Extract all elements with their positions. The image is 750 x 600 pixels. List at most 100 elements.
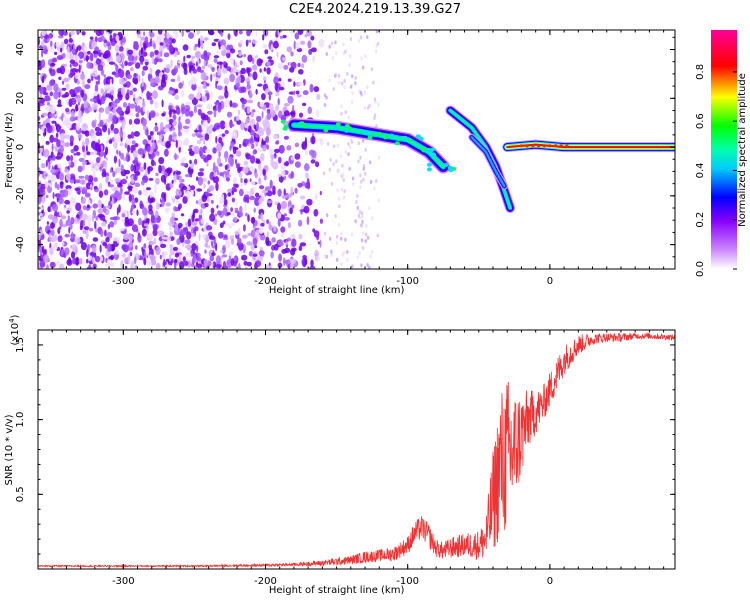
noise-dot [328,44,331,49]
y-tick-label: -40 [15,236,26,252]
noise-dot [125,154,128,162]
noise-dot [92,171,96,179]
noise-dot [189,123,192,128]
noise-dot [45,140,50,145]
noise-dot [234,230,240,236]
noise-dot [270,157,274,167]
noise-dot [141,228,147,237]
noise-dot [375,49,378,54]
noise-dot [194,43,199,48]
noise-dot [55,155,62,160]
noise-dot [194,158,198,165]
noise-dot [123,36,126,44]
x-axis-label: Height of straight line (km) [269,585,405,596]
y-axis-label: Frequency (Hz) [4,112,15,188]
noise-dot [270,44,274,51]
noise-dot [259,196,265,203]
plot-frame [37,29,676,270]
noise-dot [254,245,258,249]
noise-dot [195,261,199,267]
noise-dot [115,167,121,173]
noise-dot [264,49,269,55]
noise-dot [139,39,143,48]
noise-dot [73,145,79,152]
noise-dot [52,137,59,142]
x-tick-label: -100 [396,576,419,587]
noise-dot [190,190,195,196]
noise-dot [359,35,363,40]
noise-dot [244,123,249,129]
noise-dot [325,254,328,259]
noise-dot [179,233,185,243]
noise-dot [215,182,219,192]
noise-dot [104,262,111,267]
noise-dot [268,221,272,231]
noise-dot [255,133,259,138]
noise-dot [325,95,328,100]
noise-dot [106,205,111,209]
noise-dot [272,190,276,195]
noise-dot [325,213,329,218]
noise-dot [235,82,241,88]
noise-dot [138,74,141,83]
noise-dot [233,183,236,187]
noise-dot [268,148,275,156]
noise-dot [306,216,310,226]
noise-dot [47,45,54,52]
noise-dot [278,110,283,119]
noise-dot [155,246,161,256]
noise-dot [200,40,204,50]
noise-dot [114,197,118,202]
noise-dot [105,175,109,184]
noise-dot [233,59,236,67]
noise-dot [68,76,71,80]
noise-dot [62,52,66,59]
noise-dot [143,162,147,171]
noise-dot [245,39,249,47]
noise-dot [291,156,295,161]
noise-dot [293,90,296,96]
noise-dot [259,167,263,176]
noise-dot [63,77,70,83]
noise-dot [377,102,380,107]
noise-dot [127,74,132,80]
noise-dot [362,166,365,171]
noise-dot [346,257,349,262]
noise-dot [331,55,334,60]
noise-dot [161,236,168,240]
noise-dot [318,38,325,48]
noise-dot [373,113,377,118]
noise-dot [214,77,220,82]
noise-dot [149,99,154,105]
noise-dot [68,226,71,234]
noise-dot [183,55,186,60]
noise-dot [289,111,296,116]
noise-dot [248,166,255,172]
noise-dot [50,62,56,66]
noise-dot [274,153,277,157]
noise-dot [247,214,250,223]
noise-dot [119,78,126,85]
noise-dot [184,239,191,245]
noise-dot [364,147,367,152]
noise-dot [216,157,222,165]
noise-dot [298,245,303,252]
noise-dot [216,61,224,65]
noise-dot [41,40,45,47]
noise-dot [266,112,272,120]
noise-dot [48,179,52,184]
noise-dot [104,164,107,170]
noise-dot [111,94,114,102]
noise-dot [262,44,268,49]
noise-dot [297,62,301,68]
noise-dot [229,48,236,54]
noise-dot [361,245,365,250]
noise-dot [58,76,62,81]
noise-dot [110,88,115,96]
noise-dot [44,173,48,177]
noise-dot [305,148,308,156]
noise-dot [359,185,362,189]
signal-blob [418,136,424,141]
noise-dot [132,87,137,92]
noise-dot [115,44,120,53]
